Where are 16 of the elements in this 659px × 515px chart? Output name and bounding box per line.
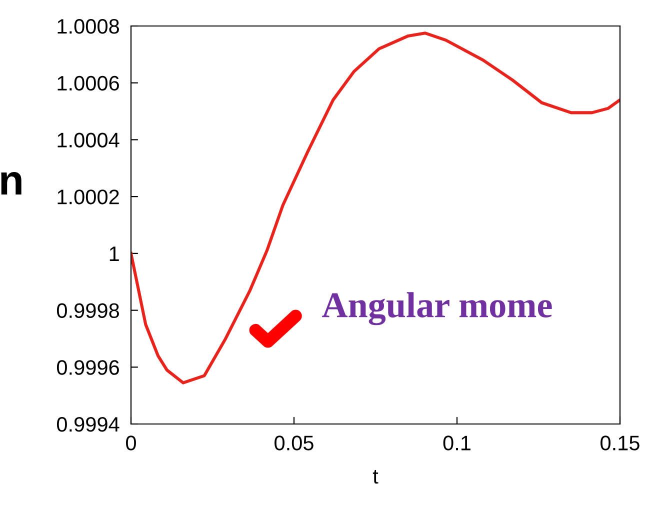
y-tick-label: 0.9998 xyxy=(56,303,119,318)
y-tick-label: 1.0008 xyxy=(58,19,119,34)
y-tick-label: 1.0004 xyxy=(58,132,120,148)
x-tick-label: 0.05 xyxy=(274,436,314,450)
y-tick-label: 1.0002 xyxy=(58,190,119,204)
x-tick-label: 0.1 xyxy=(443,436,470,450)
annotation: Angular mome xyxy=(322,292,552,326)
y-tick-label: 1 xyxy=(110,246,119,261)
line-series xyxy=(131,32,620,384)
y-axis-title: n xyxy=(1,172,22,194)
x-axis-title: t xyxy=(372,470,378,484)
y-tick-label: 1.0006 xyxy=(58,76,119,91)
x-tick-label: 0.15 xyxy=(600,436,640,450)
y-tick-label: 0.9994 xyxy=(56,417,120,432)
y-tick-label: 0.9996 xyxy=(56,360,119,375)
x-tick-label: 0 xyxy=(126,436,136,450)
